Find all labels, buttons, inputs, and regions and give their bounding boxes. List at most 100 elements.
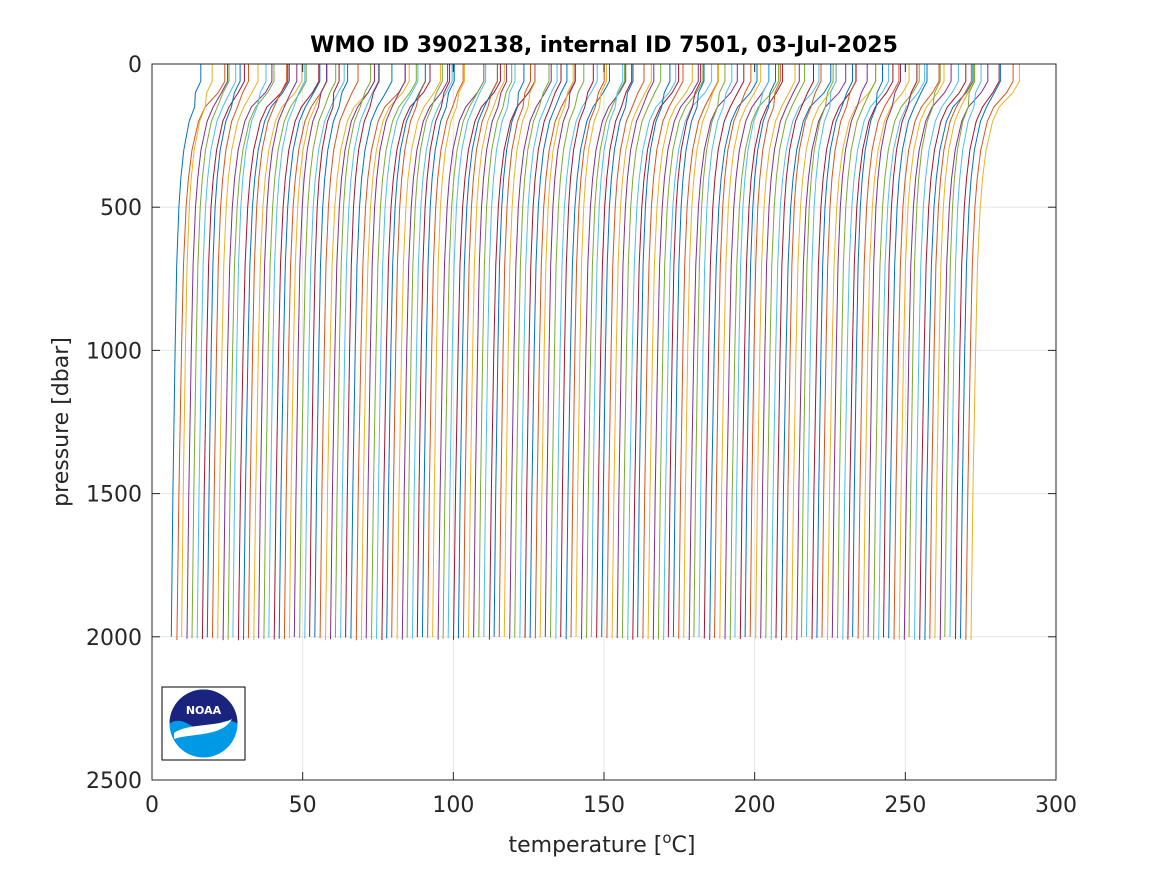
profile-line	[688, 64, 738, 641]
x-tick-label: 100	[432, 793, 474, 818]
y-tick-label: 1000	[86, 339, 142, 364]
profile-line	[862, 64, 910, 640]
profile-line	[411, 64, 453, 639]
profile-line	[637, 64, 671, 638]
profile-line	[334, 64, 372, 638]
profile-line	[642, 64, 684, 639]
profile-line	[360, 64, 410, 641]
x-axis-label-suffix: C]	[672, 833, 696, 858]
profile-line	[744, 64, 776, 638]
profile-line	[581, 64, 627, 640]
profile-line	[462, 64, 498, 638]
profile-line	[278, 64, 321, 639]
profile-line	[703, 64, 745, 639]
profile-line	[770, 64, 820, 640]
profile-line	[468, 64, 505, 638]
profile-line	[760, 64, 800, 639]
profile-line	[534, 64, 576, 639]
profile-line	[888, 64, 928, 639]
y-tick-label: 1500	[86, 483, 142, 508]
profile-line	[473, 64, 508, 638]
profile-line	[657, 64, 704, 640]
profile-line	[806, 64, 837, 637]
profile-line	[273, 64, 320, 640]
profile-line	[852, 64, 883, 637]
noaa-logo: NOAA	[161, 686, 246, 761]
profile-line	[678, 64, 719, 639]
profile-line	[350, 64, 393, 639]
profile-line	[345, 64, 380, 638]
profile-line	[821, 64, 857, 638]
profile-line	[514, 64, 550, 638]
profile-line	[391, 64, 426, 638]
profile-line	[181, 64, 213, 638]
ticks: 0 50 100 150 200 250 300 0 500 1000 1500 2000 2500	[86, 53, 1077, 818]
x-axis-label: temperature [oC]	[508, 829, 695, 858]
profile-line	[816, 64, 853, 638]
profile-line	[903, 64, 952, 640]
x-tick-label: 0	[145, 793, 159, 818]
profile-line	[714, 64, 752, 639]
y-tick-label: 2000	[86, 626, 142, 651]
profile-line	[693, 64, 726, 638]
profile-line	[929, 64, 972, 639]
x-axis-label-superscript: o	[662, 829, 671, 847]
profile-line	[765, 64, 806, 639]
profile-line	[719, 64, 762, 639]
profile-line	[340, 64, 379, 639]
y-axis-label: pressure [dbar]	[49, 337, 74, 507]
x-axis-label-text: temperature [	[508, 833, 662, 858]
profile-line	[749, 64, 781, 637]
profile-line	[949, 64, 982, 638]
profile-line	[831, 64, 868, 638]
chart-title: WMO ID 3902138, internal ID 7501, 03-Jul…	[310, 33, 898, 58]
profile-line	[519, 64, 558, 639]
profile-line	[206, 64, 241, 638]
profile-line	[222, 64, 273, 641]
y-tick-label: 2500	[86, 769, 142, 794]
profile-line	[186, 64, 229, 639]
profile-line	[934, 64, 975, 639]
profile-line	[652, 64, 699, 640]
profile-line	[539, 64, 574, 638]
profile-line	[621, 64, 662, 639]
profile-line	[919, 64, 967, 640]
profile-line	[406, 64, 443, 638]
profile-line	[176, 64, 226, 641]
profile-line	[227, 64, 275, 640]
profile-line	[427, 64, 464, 638]
profile-line	[575, 64, 607, 638]
profile-line	[755, 64, 796, 639]
profile-line	[416, 64, 451, 638]
profile-line	[524, 64, 562, 638]
profile-line	[939, 64, 989, 640]
profile-line	[217, 64, 259, 639]
profile-line	[268, 64, 306, 638]
x-tick-label: 150	[583, 793, 625, 818]
profile-line	[683, 64, 719, 638]
profile-line	[258, 64, 298, 639]
profile-line	[955, 64, 1000, 640]
profile-line	[555, 64, 598, 639]
profile-line	[606, 64, 645, 639]
profile-line	[493, 64, 525, 637]
profile-line	[893, 64, 940, 640]
profile-line	[801, 64, 834, 638]
profile-line	[898, 64, 945, 640]
profile-line	[170, 64, 202, 637]
x-tick-label: 200	[734, 793, 776, 818]
profile-line	[371, 64, 417, 640]
profile-line	[299, 64, 337, 638]
profile-line	[314, 64, 349, 638]
profile-line	[970, 64, 1020, 641]
x-tick-label: 250	[884, 793, 926, 818]
profile-line	[212, 64, 249, 638]
profile-line	[960, 64, 1001, 639]
profile-line	[785, 64, 822, 638]
profile-line	[914, 64, 959, 640]
profile-line	[570, 64, 605, 638]
profile-line	[421, 64, 455, 638]
profile-line	[611, 64, 652, 639]
profile-line	[253, 64, 303, 641]
profile-line	[709, 64, 758, 640]
